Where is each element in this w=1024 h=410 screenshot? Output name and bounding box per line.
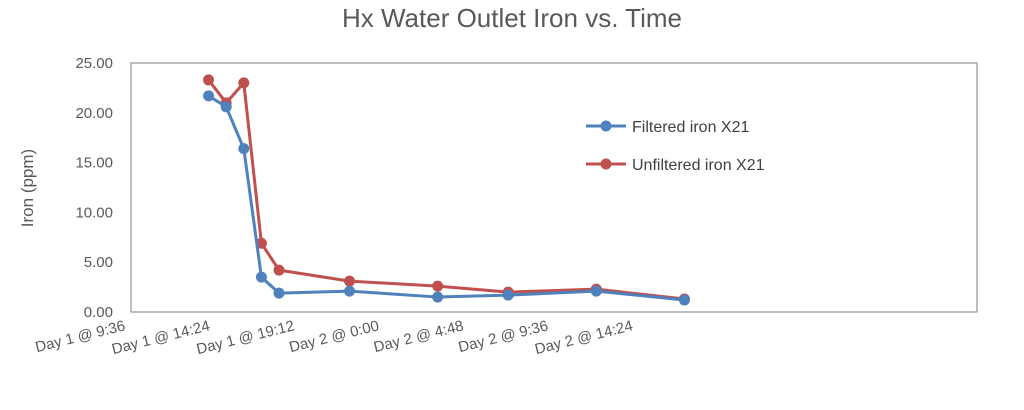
data-point (273, 287, 285, 299)
y-tick-label: 20.00 (75, 105, 113, 122)
y-tick-label: 0.00 (84, 304, 113, 321)
data-point (432, 291, 444, 303)
data-point (255, 271, 267, 283)
x-tick-label: Day 2 @ 0:00 (287, 317, 380, 356)
y-axis-label: Iron (ppm) (18, 149, 37, 227)
y-axis: 0.00 5.00 10.00 15.00 20.00 25.00 (75, 55, 113, 321)
data-point (344, 285, 356, 297)
series-layer (203, 74, 690, 306)
y-tick-label: 5.00 (84, 254, 113, 271)
legend-label: Filtered iron X21 (632, 119, 749, 136)
data-point (255, 237, 267, 249)
legend-swatch-marker (600, 158, 612, 170)
series-line (207, 79, 685, 301)
data-point (203, 90, 215, 102)
legend-item: Filtered iron X21 (586, 119, 749, 136)
data-point (344, 275, 356, 287)
data-point (238, 143, 250, 155)
x-tick-label: Day 2 @ 4:48 (372, 317, 465, 356)
data-point (678, 294, 690, 306)
series-filtered (203, 90, 690, 306)
legend: Filtered iron X21 Unfiltered iron X21 (586, 119, 765, 174)
series-unfiltered (203, 74, 690, 305)
y-tick-label: 15.00 (75, 155, 113, 172)
data-point (203, 74, 215, 86)
data-point (590, 285, 602, 297)
legend-swatch-marker (600, 120, 612, 132)
chart-title: Hx Water Outlet Iron vs. Time (342, 3, 682, 33)
legend-item: Unfiltered iron X21 (586, 157, 765, 174)
series-line (207, 94, 685, 302)
data-point (502, 289, 514, 301)
data-point (432, 280, 444, 292)
legend-label: Unfiltered iron X21 (632, 157, 765, 174)
data-point (238, 77, 250, 89)
data-point (220, 101, 232, 113)
plot-area (130, 62, 978, 313)
x-tick-label: Day 1 @ 19:12 (195, 317, 296, 358)
x-tick-label: Day 2 @ 14:24 (533, 317, 634, 358)
y-tick-label: 25.00 (75, 55, 113, 72)
data-point (273, 264, 285, 276)
y-tick-label: 10.00 (75, 204, 113, 221)
